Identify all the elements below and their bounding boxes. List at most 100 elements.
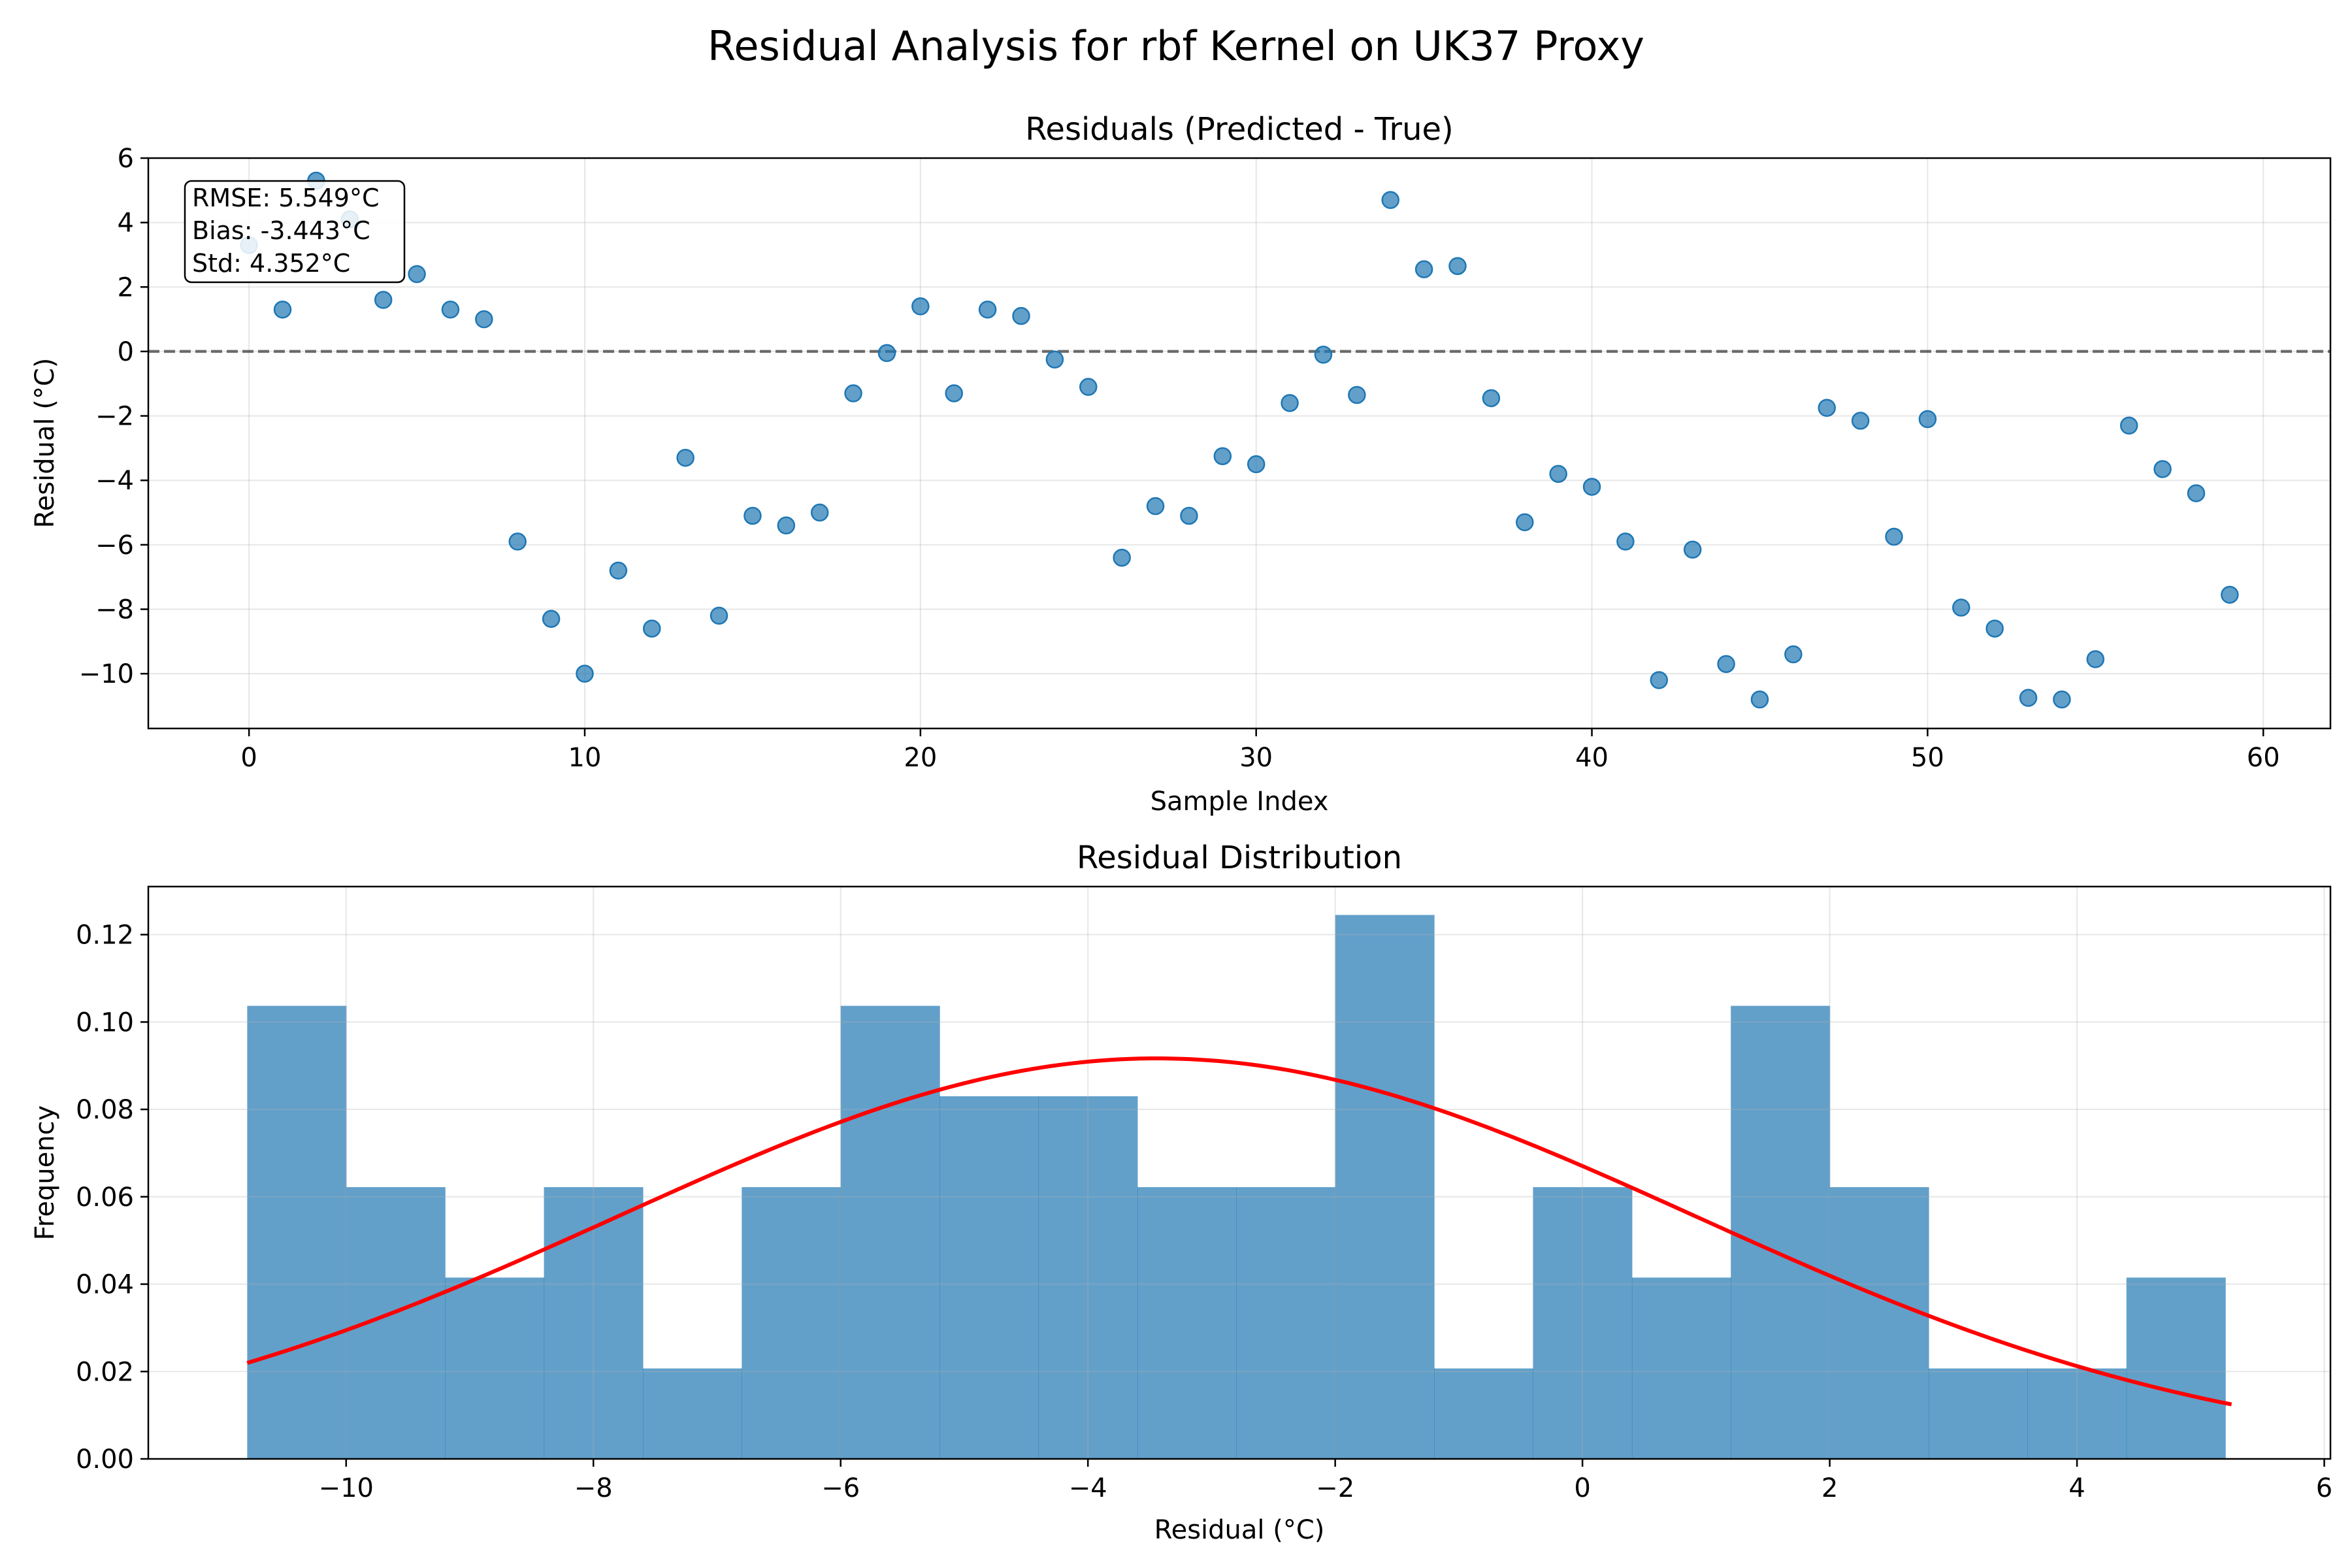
residual-distribution-panel: −10 −8 −6 −4 −2 0 2 4 6 0.00 0.02 0.04 0.06 0.08 0.10… bbox=[30, 840, 2332, 1545]
histogram-y-tick-label: 0.02 bbox=[76, 1357, 134, 1387]
histogram-bar bbox=[2027, 1368, 2127, 1459]
histogram-x-tick-label: 0 bbox=[1574, 1473, 1590, 1503]
scatter-y-tick-label: 6 bbox=[118, 144, 134, 174]
histogram-bar bbox=[642, 1368, 742, 1459]
scatter-point bbox=[710, 606, 728, 625]
histogram-x-tick-label: −10 bbox=[319, 1473, 374, 1503]
scatter-point bbox=[1180, 506, 1198, 525]
histogram-bar bbox=[1236, 1187, 1336, 1459]
scatter-point bbox=[810, 503, 829, 522]
scatter-y-tick-label: −8 bbox=[95, 595, 134, 625]
scatter-point bbox=[1650, 671, 1669, 689]
histogram-bar bbox=[247, 1005, 347, 1459]
scatter-point bbox=[1045, 350, 1064, 369]
histogram-bar bbox=[2126, 1277, 2226, 1459]
scatter-point bbox=[374, 291, 393, 309]
scatter-point bbox=[1482, 389, 1501, 408]
scatter-point bbox=[2019, 689, 2038, 707]
scatter-point bbox=[542, 610, 561, 629]
histogram-bar bbox=[1928, 1368, 2028, 1459]
histogram-bar bbox=[445, 1277, 545, 1459]
residuals-scatter-panel: 0 10 20 30 40 50 60 −10 −8 −6 −4 −2 0 2 4 6 Residuals … bbox=[30, 111, 2332, 817]
scatter-point bbox=[911, 297, 930, 316]
scatter-point bbox=[273, 301, 292, 319]
histogram-x-tick-label: −6 bbox=[821, 1473, 860, 1503]
scatter-point bbox=[1818, 399, 1836, 417]
scatter-axes-frame bbox=[147, 157, 2332, 730]
scatter-point bbox=[1281, 394, 1299, 412]
scatter-y-tick-label: 2 bbox=[118, 272, 134, 302]
scatter-point bbox=[877, 344, 896, 363]
scatter-point bbox=[1952, 598, 1970, 617]
scatter-point bbox=[609, 561, 628, 580]
scatter-point bbox=[408, 265, 426, 284]
histogram-bars bbox=[247, 915, 2226, 1459]
stats-std: Std: 4.352°C bbox=[192, 249, 350, 278]
scatter-x-tick-label: 10 bbox=[568, 743, 602, 773]
scatter-point bbox=[945, 384, 963, 402]
scatter-x-ticks: 0 10 20 30 40 50 60 bbox=[240, 728, 2280, 773]
scatter-point bbox=[2119, 416, 2138, 435]
histogram-bar bbox=[544, 1187, 644, 1459]
scatter-point bbox=[777, 516, 796, 535]
scatter-y-tick-label: −4 bbox=[95, 466, 134, 496]
normal-fit-curve bbox=[246, 1056, 2232, 1407]
scatter-point bbox=[441, 301, 460, 319]
figure-title: Residual Analysis for rbf Kernel on UK37… bbox=[708, 22, 1644, 70]
histogram-bar bbox=[840, 1005, 940, 1459]
histogram-y-tick-label: 0.06 bbox=[76, 1183, 134, 1213]
scatter-x-tick-label: 0 bbox=[240, 743, 257, 773]
histogram-y-tick-label: 0.10 bbox=[76, 1007, 134, 1037]
scatter-point bbox=[1247, 455, 1266, 474]
histogram-x-tick-label: −2 bbox=[1316, 1473, 1354, 1503]
histogram-bar bbox=[1631, 1277, 1731, 1459]
scatter-point bbox=[1516, 513, 1534, 532]
scatter-point bbox=[2153, 460, 2172, 478]
scatter-grid bbox=[148, 157, 2330, 728]
scatter-x-tick-label: 30 bbox=[1239, 743, 1273, 773]
scatter-point bbox=[1113, 548, 1131, 567]
scatter-point bbox=[1918, 410, 1937, 429]
stats-box: RMSE: 5.549°C Bias: -3.443°C Std: 4.352°… bbox=[184, 180, 406, 284]
scatter-point bbox=[1683, 540, 1702, 559]
scatter-y-tick-label: −6 bbox=[95, 531, 134, 561]
scatter-x-tick-label: 60 bbox=[2247, 743, 2280, 773]
scatter-point bbox=[1146, 497, 1165, 515]
scatter-point bbox=[1784, 645, 1803, 664]
histogram-bar bbox=[1137, 1187, 1237, 1459]
histogram-bar bbox=[1335, 915, 1435, 1459]
histogram-bar bbox=[1434, 1368, 1534, 1459]
scatter-point bbox=[1750, 690, 1769, 709]
scatter-point bbox=[1885, 527, 1903, 546]
scatter-point bbox=[844, 384, 862, 402]
histogram-y-tick-label: 0.04 bbox=[76, 1270, 134, 1300]
histogram-y-label: Frequency bbox=[30, 1105, 60, 1241]
scatter-point bbox=[1348, 385, 1366, 404]
scatter-y-tick-label: 0 bbox=[118, 337, 134, 367]
scatter-title: Residuals (Predicted - True) bbox=[1025, 111, 1454, 148]
histogram-bar bbox=[1829, 1187, 1929, 1459]
scatter-point bbox=[978, 301, 997, 319]
scatter-point bbox=[676, 448, 694, 467]
histogram-y-tick-label: 0.12 bbox=[76, 921, 134, 951]
scatter-point bbox=[1213, 447, 1232, 465]
scatter-x-tick-label: 40 bbox=[1575, 743, 1609, 773]
scatter-point bbox=[1616, 532, 1635, 551]
scatter-y-label: Residual (°C) bbox=[30, 358, 60, 529]
scatter-point bbox=[1012, 306, 1030, 325]
scatter-point bbox=[1582, 478, 1601, 496]
scatter-point bbox=[2221, 585, 2239, 604]
scatter-point bbox=[2053, 690, 2071, 709]
scatter-point bbox=[1549, 465, 1567, 483]
scatter-point bbox=[1414, 260, 1433, 278]
stats-rmse: RMSE: 5.549°C bbox=[192, 184, 380, 212]
histogram-bar bbox=[742, 1187, 841, 1459]
scatter-y-tick-label: −10 bbox=[79, 659, 134, 689]
histogram-bar bbox=[939, 1096, 1039, 1459]
stats-box-frame bbox=[184, 180, 406, 284]
scatter-x-tick-label: 50 bbox=[1911, 743, 1944, 773]
scatter-x-tick-label: 20 bbox=[904, 743, 937, 773]
histogram-y-ticks: 0.00 0.02 0.04 0.06 0.08 0.10 0.12 bbox=[76, 921, 148, 1475]
histogram-x-label: Residual (°C) bbox=[1154, 1515, 1325, 1545]
